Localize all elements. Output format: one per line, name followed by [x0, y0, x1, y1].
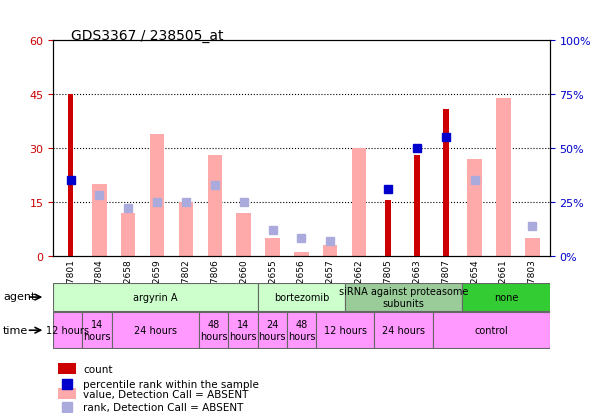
Bar — [385, 201, 391, 256]
Text: 12 hours: 12 hours — [324, 325, 366, 335]
Bar — [58, 388, 76, 399]
Bar — [207, 156, 222, 256]
Bar — [352, 149, 366, 256]
Bar — [525, 238, 540, 256]
Text: 24
hours: 24 hours — [258, 320, 286, 341]
Bar — [496, 99, 511, 256]
FancyBboxPatch shape — [345, 283, 462, 311]
FancyBboxPatch shape — [316, 313, 375, 348]
Bar — [265, 238, 280, 256]
Text: count: count — [83, 364, 112, 374]
Bar — [467, 159, 482, 256]
Bar — [121, 213, 135, 256]
FancyBboxPatch shape — [258, 283, 345, 311]
Text: GDS3367 / 238505_at: GDS3367 / 238505_at — [71, 29, 223, 43]
Bar — [236, 213, 251, 256]
FancyBboxPatch shape — [433, 313, 550, 348]
Bar — [150, 134, 164, 256]
Bar — [67, 95, 73, 256]
Text: 24 hours: 24 hours — [382, 325, 425, 335]
FancyBboxPatch shape — [462, 283, 550, 311]
FancyBboxPatch shape — [228, 313, 258, 348]
Text: 14
hours: 14 hours — [229, 320, 256, 341]
Bar — [92, 185, 106, 256]
Text: argyrin A: argyrin A — [133, 292, 178, 302]
FancyBboxPatch shape — [375, 313, 433, 348]
Text: percentile rank within the sample: percentile rank within the sample — [83, 380, 259, 389]
Bar — [443, 109, 449, 256]
Text: siRNA against proteasome
subunits: siRNA against proteasome subunits — [339, 287, 468, 308]
Text: 14
hours: 14 hours — [83, 320, 111, 341]
Text: bortezomib: bortezomib — [274, 292, 329, 302]
Text: rank, Detection Call = ABSENT: rank, Detection Call = ABSENT — [83, 402, 243, 412]
Text: none: none — [493, 292, 518, 302]
Text: 48
hours: 48 hours — [288, 320, 315, 341]
Text: agent: agent — [3, 292, 35, 301]
FancyBboxPatch shape — [82, 313, 112, 348]
Bar — [414, 156, 420, 256]
Text: 24 hours: 24 hours — [134, 325, 177, 335]
FancyBboxPatch shape — [199, 313, 228, 348]
Bar — [294, 252, 309, 256]
Bar — [178, 202, 193, 256]
Text: 12 hours: 12 hours — [46, 325, 89, 335]
FancyBboxPatch shape — [53, 283, 258, 311]
Bar — [58, 363, 76, 374]
Text: time: time — [3, 325, 28, 335]
FancyBboxPatch shape — [258, 313, 287, 348]
Text: control: control — [475, 325, 508, 335]
FancyBboxPatch shape — [112, 313, 199, 348]
FancyBboxPatch shape — [53, 313, 82, 348]
Text: value, Detection Call = ABSENT: value, Detection Call = ABSENT — [83, 389, 248, 399]
FancyBboxPatch shape — [287, 313, 316, 348]
Text: 48
hours: 48 hours — [200, 320, 228, 341]
Bar — [323, 245, 337, 256]
